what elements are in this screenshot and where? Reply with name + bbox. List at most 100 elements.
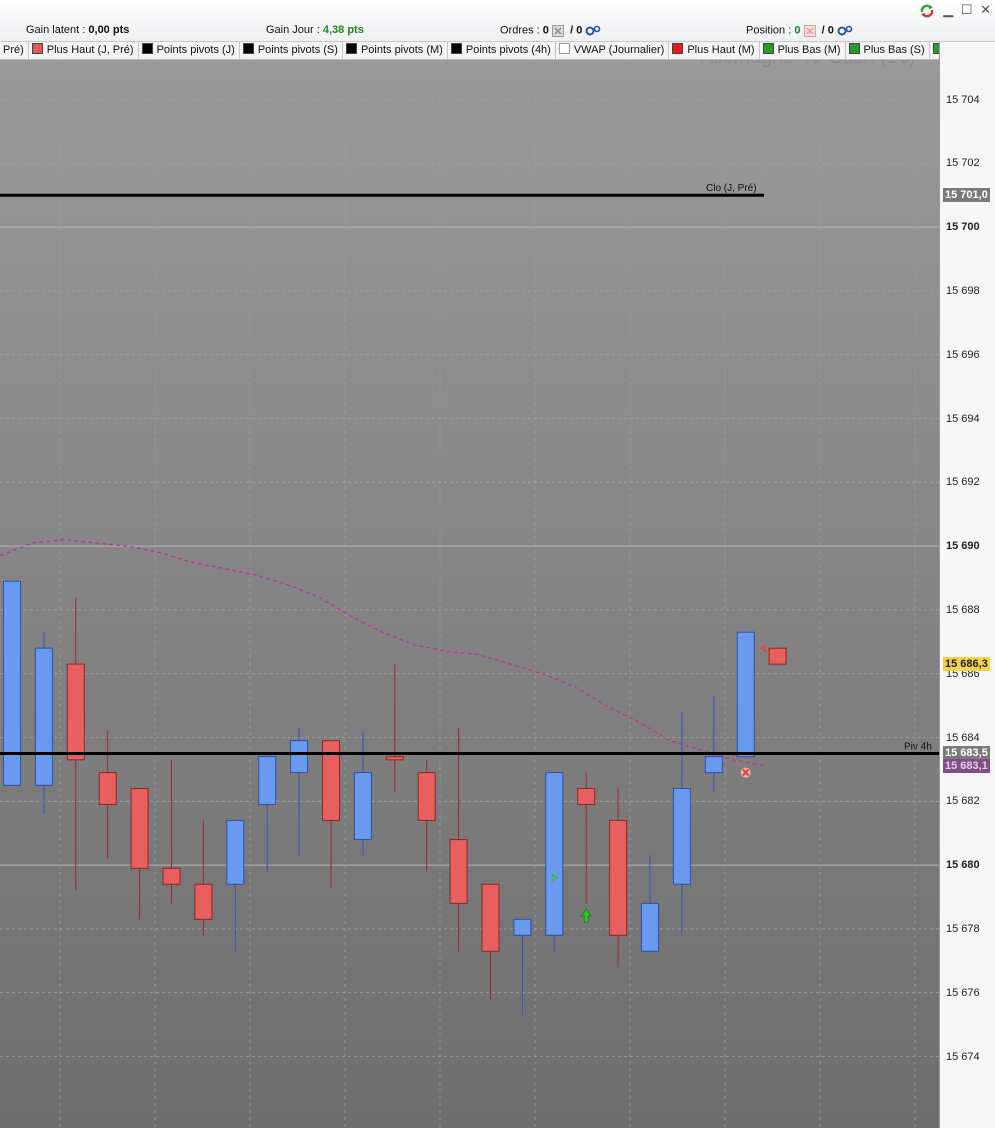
- gain-jour-label: Gain Jour :: [266, 24, 320, 36]
- window-controls: ▁ ☐ ✕: [918, 2, 991, 19]
- legend-swatch: [31, 43, 43, 54]
- legend-label: Plus Bas (S): [863, 44, 925, 56]
- candle-body: [481, 883, 500, 952]
- price-tag: 15 683,1: [943, 759, 990, 774]
- legend-item[interactable]: Pré): [0, 42, 29, 59]
- candle-body: [98, 772, 117, 805]
- candle-body: [704, 756, 723, 774]
- legend-swatch: [558, 43, 570, 54]
- legend-label: Points pivots (S): [257, 44, 338, 56]
- candle-body: [34, 647, 53, 786]
- legend-label: Points pivots (4h): [465, 44, 551, 56]
- legend-item[interactable]: Plus Haut (M): [669, 42, 760, 59]
- ordres-value: 0: [542, 24, 549, 37]
- gain-jour-value: 4,38 pts: [322, 24, 364, 36]
- candle-body: [322, 740, 340, 821]
- position-settings-icon[interactable]: [837, 24, 853, 37]
- price-axis[interactable]: 15 704 15 702 15 700 15 698 15 696 15 694 15 6…: [939, 42, 995, 1128]
- legend-swatch: [762, 43, 774, 54]
- legend-item[interactable]: VWAP (Journalier): [556, 42, 670, 59]
- legend-label: Plus Bas (M): [777, 44, 841, 56]
- candle-body: [545, 772, 564, 936]
- candle-body: [449, 839, 468, 904]
- price-tag: 15 683,5: [943, 746, 990, 761]
- level-label: Clo (J, Pré): [706, 183, 757, 194]
- level-label: Piv 4h: [904, 741, 932, 752]
- axis-tick-label: 15 702: [946, 157, 980, 170]
- buy-arrow-icon: [580, 908, 592, 923]
- legend-swatch: [848, 43, 860, 54]
- candle-body: [417, 772, 436, 821]
- legend-label: Plus Haut (J, Pré): [46, 44, 134, 56]
- gain-latent-value: 0,00 pts: [88, 24, 130, 36]
- account-toolbar: Gain latent : 0,00 pts Gain Jour : 4,38 …: [0, 0, 995, 42]
- legend-label: Points pivots (J): [156, 44, 235, 56]
- candle-body: [768, 647, 787, 665]
- legend-item[interactable]: Points pivots (S): [240, 42, 343, 59]
- candle-body: [162, 867, 181, 885]
- price-tag: 15 686,3: [943, 657, 990, 672]
- position-total: / 0: [821, 24, 834, 37]
- axis-tick-label: 15 688: [946, 603, 980, 616]
- legend-item[interactable]: Points pivots (J): [139, 42, 240, 59]
- legend-swatch: [932, 43, 939, 54]
- axis-tick-label: 15 676: [946, 986, 980, 999]
- legend-label: Plus Haut (M): [687, 44, 755, 56]
- close-position-icon[interactable]: [803, 24, 816, 37]
- legend-item[interactable]: Plus Bas (M): [760, 42, 846, 59]
- legend-item[interactable]: Points pivots (4h): [448, 42, 556, 59]
- candle-body: [672, 788, 691, 885]
- axis-tick-label: 15 678: [946, 922, 980, 935]
- axis-tick-label: 15 696: [946, 348, 980, 361]
- position-value: 0: [794, 24, 801, 37]
- legend-item[interactable]: Plus Bas (S): [846, 42, 930, 59]
- ordres-total: / 0: [570, 24, 583, 37]
- candle-body: [290, 740, 309, 774]
- chart-canvas[interactable]: Clo (J, Pré) Piv 4h: [0, 60, 939, 1128]
- position: Position : 0 / 0: [746, 24, 853, 37]
- maximize-icon[interactable]: ☐: [960, 2, 973, 17]
- legend-item[interactable]: Plus Haut (J, Pré): [29, 42, 139, 59]
- axis-tick-label: 15 684: [946, 731, 980, 744]
- close-icon[interactable]: ✕: [980, 2, 991, 17]
- candle-body: [577, 788, 596, 805]
- legend-swatch: [672, 43, 684, 54]
- orders-settings-icon[interactable]: [585, 24, 601, 37]
- vwap-line: [0, 539, 766, 767]
- candle-body: [609, 819, 628, 936]
- axis-tick-label: 15 690: [946, 540, 980, 553]
- exit-marker-icon: [759, 644, 767, 653]
- price-chart[interactable]: Allemagne 40 Cash (1€) Clo (J, Pré) Piv 4…: [0, 60, 939, 1128]
- instrument-watermark: Allemagne 40 Cash (1€): [700, 60, 916, 69]
- axis-tick-label: 15 680: [946, 859, 980, 872]
- legend-item[interactable]: Plus Bas: [930, 42, 939, 59]
- refresh-icon[interactable]: [918, 3, 936, 19]
- axis-tick-label: 15 694: [946, 412, 980, 425]
- axis-tick-label: 15 682: [946, 795, 980, 808]
- close-x-icon: [741, 768, 750, 777]
- candle-body: [353, 772, 372, 841]
- candle-body: [258, 756, 277, 805]
- position-label: Position :: [746, 24, 792, 37]
- legend-label: Points pivots (M): [360, 44, 443, 56]
- minimize-icon[interactable]: ▁: [943, 2, 954, 17]
- candle-body: [385, 756, 404, 761]
- ordres: Ordres : 0 / 0: [500, 24, 601, 37]
- axis-tick-label: 15 700: [946, 221, 980, 234]
- cancel-orders-icon[interactable]: [551, 24, 564, 37]
- entry-marker-icon: [551, 873, 559, 882]
- axis-tick-label: 15 674: [946, 1050, 980, 1063]
- indicator-legend: Pré) Plus Haut (J, Pré) Points pivots (J) P…: [0, 42, 939, 60]
- price-tag: 15 701,0: [943, 188, 990, 203]
- candle-body: [130, 788, 149, 869]
- legend-swatch: [345, 43, 357, 54]
- candle-body: [736, 631, 755, 758]
- axis-tick-label: 15 704: [946, 93, 980, 106]
- legend-swatch: [141, 43, 153, 54]
- axis-tick-label: 15 698: [946, 284, 980, 297]
- legend-item[interactable]: Points pivots (M): [343, 42, 448, 59]
- gain-latent-label: Gain latent :: [26, 24, 86, 36]
- legend-label: VWAP (Journalier): [573, 44, 665, 56]
- legend-label: Pré): [3, 44, 24, 56]
- axis-tick-label: 15 692: [946, 476, 980, 489]
